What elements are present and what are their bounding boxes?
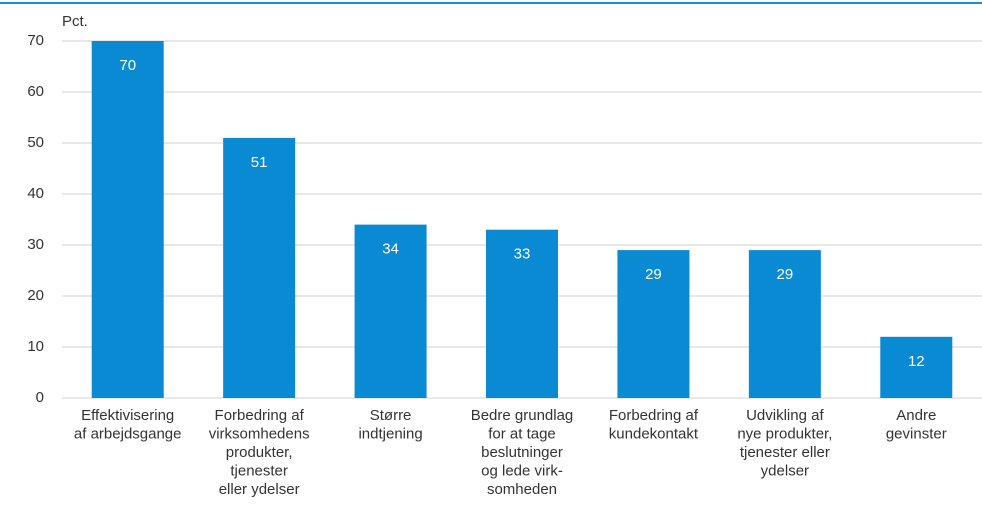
x-tick-label: ydelser [761,462,809,479]
x-tick-label: tjenester eller [740,444,830,461]
x-tick-label: Forbedring af [215,407,305,424]
y-tick-label: 50 [27,134,44,151]
x-tick-label: og lede virk- [481,462,563,479]
bar [223,137,296,398]
x-tick-label: somheden [487,481,557,498]
x-tick-label: nye produkter, [737,425,832,442]
x-tick-label: eller ydelser [219,481,300,498]
y-tick-label: 60 [27,83,44,100]
x-tick-label: gevinster [886,425,947,442]
y-tick-label: 10 [27,338,44,355]
x-tick-label: virksomhedens [209,425,310,442]
data-label: 51 [251,154,268,171]
x-tick-label: produkter, [226,444,293,461]
data-label: 70 [119,57,136,74]
data-label: 33 [514,246,531,263]
x-tick-label: Bedre grundlag [471,407,574,424]
y-tick-label: 30 [27,236,44,253]
x-tick-label: for at tage [488,425,556,442]
x-tick-label: Forbedring af [609,407,699,424]
data-label: 34 [382,241,399,258]
x-tick-label: kundekontakt [609,425,699,442]
x-tick-label: Større [370,407,412,424]
bar [617,250,690,398]
data-label: 29 [645,266,662,283]
data-label: 12 [908,353,925,370]
bar [91,41,164,398]
x-tick-label: Udvikling af [746,407,824,424]
bar [486,229,558,398]
x-tick-label: tjenester [230,462,288,479]
y-tick-label: 0 [36,389,44,406]
x-tick-label: beslutninger [481,444,563,461]
x-tick-label: indtjening [358,425,422,442]
y-tick-label: 20 [27,287,44,304]
bar [748,250,821,398]
y-tick-label: 70 [27,32,44,49]
bar [354,224,427,398]
x-tick-label: Effektivisering [81,407,174,424]
x-tick-label: Andre [896,407,936,424]
x-tick-label: af arbejdsgange [74,425,182,442]
data-label: 29 [777,266,794,283]
y-tick-label: 40 [27,185,44,202]
bar [880,336,953,398]
y-axis-label: Pct. [62,13,88,30]
